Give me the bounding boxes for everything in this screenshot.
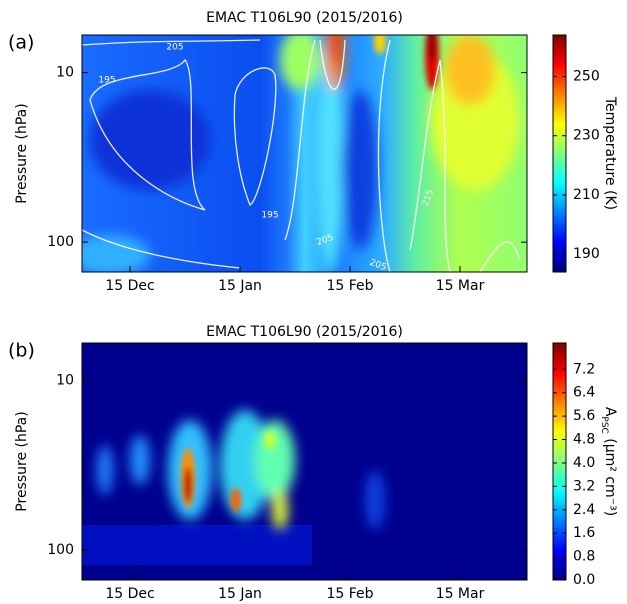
y-tick-label: 10: [56, 65, 74, 81]
colorbar-tick-label: 7.2: [573, 361, 595, 377]
contour-label: 195: [98, 76, 115, 86]
frame: [81, 342, 528, 581]
colorbar-label-part: PSC: [600, 416, 610, 433]
colorbar-label-part: (μm² cm⁻³): [602, 434, 618, 516]
colorbar-tick-label: 2.4: [573, 502, 595, 518]
contour-label: 195: [261, 211, 278, 221]
colorbar-label: Temperature (K): [602, 96, 618, 210]
colorbar-tick-label: 6.4: [573, 385, 595, 401]
colorbar-tick-label: 0.0: [573, 572, 595, 588]
colorbar-label: APSC (μm² cm⁻³): [600, 407, 619, 516]
panel-label: (b): [8, 340, 35, 362]
frame: [81, 34, 528, 273]
chart-title: EMAC T106L90 (2015/2016): [206, 324, 403, 340]
colorbar-label-part: Temperature (K): [602, 96, 618, 210]
x-tick-label: 15 Mar: [436, 586, 485, 602]
y-tick-label: 100: [47, 234, 74, 250]
colorbar-tick-label: 190: [573, 246, 600, 262]
y-axis-label: Pressure (hPa): [14, 103, 30, 203]
colorbar-tick-label: 210: [573, 187, 600, 203]
colorbar-tick-label: 230: [573, 128, 600, 144]
panel-label: (a): [8, 32, 34, 54]
colorbar: [552, 34, 567, 273]
x-tick-label: 15 Feb: [326, 278, 373, 294]
colorbar-tick-label: 0.8: [573, 549, 595, 565]
colorbar-tick-label: 1.6: [573, 525, 595, 541]
contour-label: 205: [166, 43, 183, 53]
colorbar-tick-label: 250: [573, 68, 600, 84]
colorbar: [552, 342, 567, 581]
colorbar-tick-label: 4.8: [573, 432, 595, 448]
heatmap-a: [82, 35, 527, 272]
x-tick-label: 15 Jan: [218, 278, 262, 294]
x-tick-label: 15 Dec: [105, 586, 154, 602]
x-tick-label: 15 Feb: [326, 586, 373, 602]
colorbar-tick-label: 4.0: [573, 455, 595, 471]
colorbar-label-part: A: [602, 407, 618, 417]
y-tick-label: 10: [56, 373, 74, 389]
x-tick-label: 15 Mar: [436, 278, 485, 294]
heatmap-b: [82, 343, 527, 580]
colorbar-tick-label: 5.6: [573, 408, 595, 424]
chart-title: EMAC T106L90 (2015/2016): [206, 10, 403, 26]
y-axis-label: Pressure (hPa): [14, 411, 30, 511]
x-tick-label: 15 Dec: [105, 278, 154, 294]
colorbar-tick-label: 3.2: [573, 478, 595, 494]
y-tick-label: 100: [47, 542, 74, 558]
x-tick-label: 15 Jan: [218, 586, 262, 602]
